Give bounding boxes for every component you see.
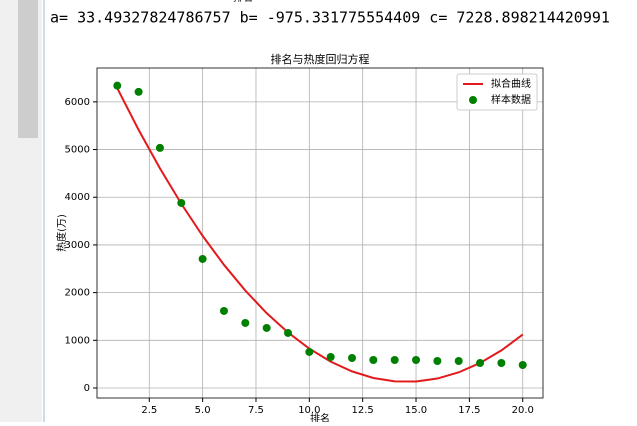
x-tick-label: 7.5 bbox=[248, 405, 264, 416]
data-point bbox=[326, 352, 335, 361]
output-text: a= 33.49327824786757 b= -975.33177555440… bbox=[50, 9, 610, 27]
data-point bbox=[283, 328, 292, 337]
x-tick-label: 20.0 bbox=[512, 405, 534, 416]
y-tick-label: 1000 bbox=[65, 335, 90, 346]
x-tick-label: 15.0 bbox=[405, 405, 427, 416]
data-point bbox=[134, 87, 143, 96]
data-point bbox=[155, 143, 164, 152]
data-point bbox=[241, 318, 250, 327]
y-tick-label: 6000 bbox=[65, 97, 90, 108]
y-axis-label: 热度(万) bbox=[55, 214, 68, 252]
fit-line bbox=[116, 87, 524, 383]
data-point bbox=[305, 347, 314, 356]
data-point bbox=[219, 306, 228, 315]
data-point bbox=[433, 356, 442, 365]
scrollbar-thumb[interactable] bbox=[18, 0, 38, 138]
chart-title: 排名与热度回归方程 bbox=[271, 52, 370, 66]
legend-key bbox=[469, 96, 477, 104]
legend-label: 样本数据 bbox=[491, 93, 531, 106]
x-tick-label: 2.5 bbox=[141, 405, 157, 416]
x-tick-label: 17.5 bbox=[458, 405, 480, 416]
data-point bbox=[113, 81, 122, 90]
cut-label: 排名 bbox=[233, 0, 253, 4]
data-point bbox=[177, 198, 186, 207]
data-point bbox=[348, 353, 357, 362]
data-point bbox=[198, 254, 207, 263]
data-point bbox=[518, 361, 527, 369]
legend-label: 拟合曲线 bbox=[491, 77, 531, 90]
data-point bbox=[476, 358, 485, 367]
y-tick-label: 2000 bbox=[65, 288, 90, 299]
y-tick-label: 0 bbox=[84, 383, 90, 394]
data-point bbox=[369, 355, 378, 364]
x-tick-label: 10.0 bbox=[298, 405, 320, 416]
data-point bbox=[454, 356, 463, 365]
y-tick-label: 4000 bbox=[65, 192, 90, 203]
x-tick-label: 12.5 bbox=[352, 405, 374, 416]
y-tick-label: 3000 bbox=[65, 240, 90, 251]
data-point bbox=[497, 358, 506, 367]
data-point bbox=[412, 355, 421, 364]
data-point bbox=[262, 323, 271, 332]
data-point bbox=[390, 355, 399, 364]
plot-frame bbox=[96, 67, 544, 399]
y-tick-label: 5000 bbox=[65, 145, 90, 156]
x-tick-label: 5.0 bbox=[195, 405, 211, 416]
